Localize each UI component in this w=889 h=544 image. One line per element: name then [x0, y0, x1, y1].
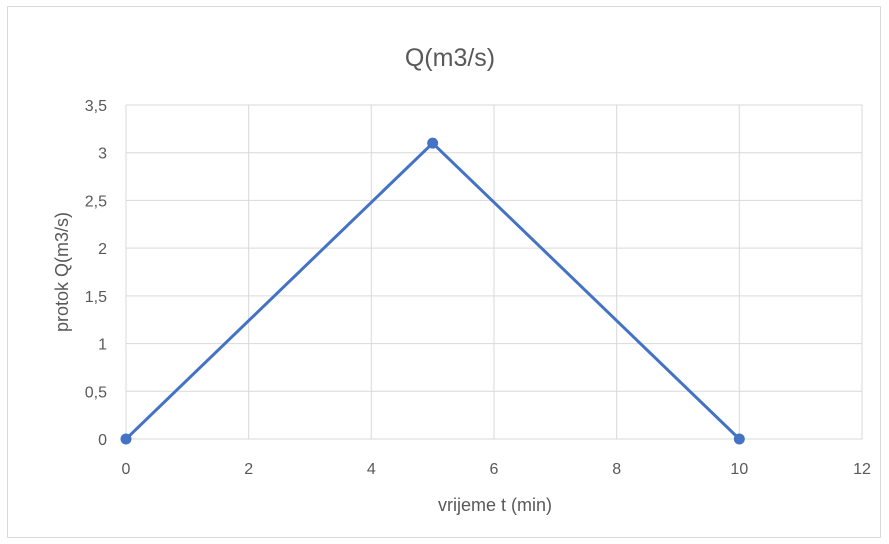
y-tick-label: 1 [98, 337, 107, 354]
y-tick-label: 0 [98, 432, 107, 449]
y-tick-label: 2,5 [85, 193, 107, 210]
data-point [427, 137, 439, 149]
gridlines [125, 104, 863, 440]
chart-title: Q(m3/s) [405, 44, 495, 72]
x-tick-label: 12 [853, 461, 871, 478]
x-tick-label: 10 [730, 461, 748, 478]
x-tick-label: 2 [244, 461, 253, 478]
x-tick-label: 0 [122, 461, 131, 478]
chart-frame [7, 6, 881, 538]
y-tick-label: 0,5 [85, 384, 107, 401]
data-point [733, 433, 745, 445]
data-point [120, 433, 132, 445]
x-axis-title: vrijeme t (min) [438, 495, 552, 515]
y-tick-labels: 0 0,5 1 1,5 2 2,5 3 3,5 [85, 98, 107, 449]
x-tick-labels: 0 2 4 6 8 10 12 [122, 461, 871, 478]
y-tick-label: 3,5 [85, 98, 107, 115]
series-group [120, 137, 745, 445]
y-tick-label: 2 [98, 241, 107, 258]
series-line [124, 141, 741, 441]
y-tick-label: 1,5 [85, 289, 107, 306]
y-axis-title: protok Q(m3/s) [52, 212, 72, 332]
x-tick-label: 4 [367, 461, 376, 478]
y-tick-label: 3 [98, 146, 107, 163]
x-tick-label: 8 [612, 461, 621, 478]
x-tick-label: 6 [490, 461, 499, 478]
